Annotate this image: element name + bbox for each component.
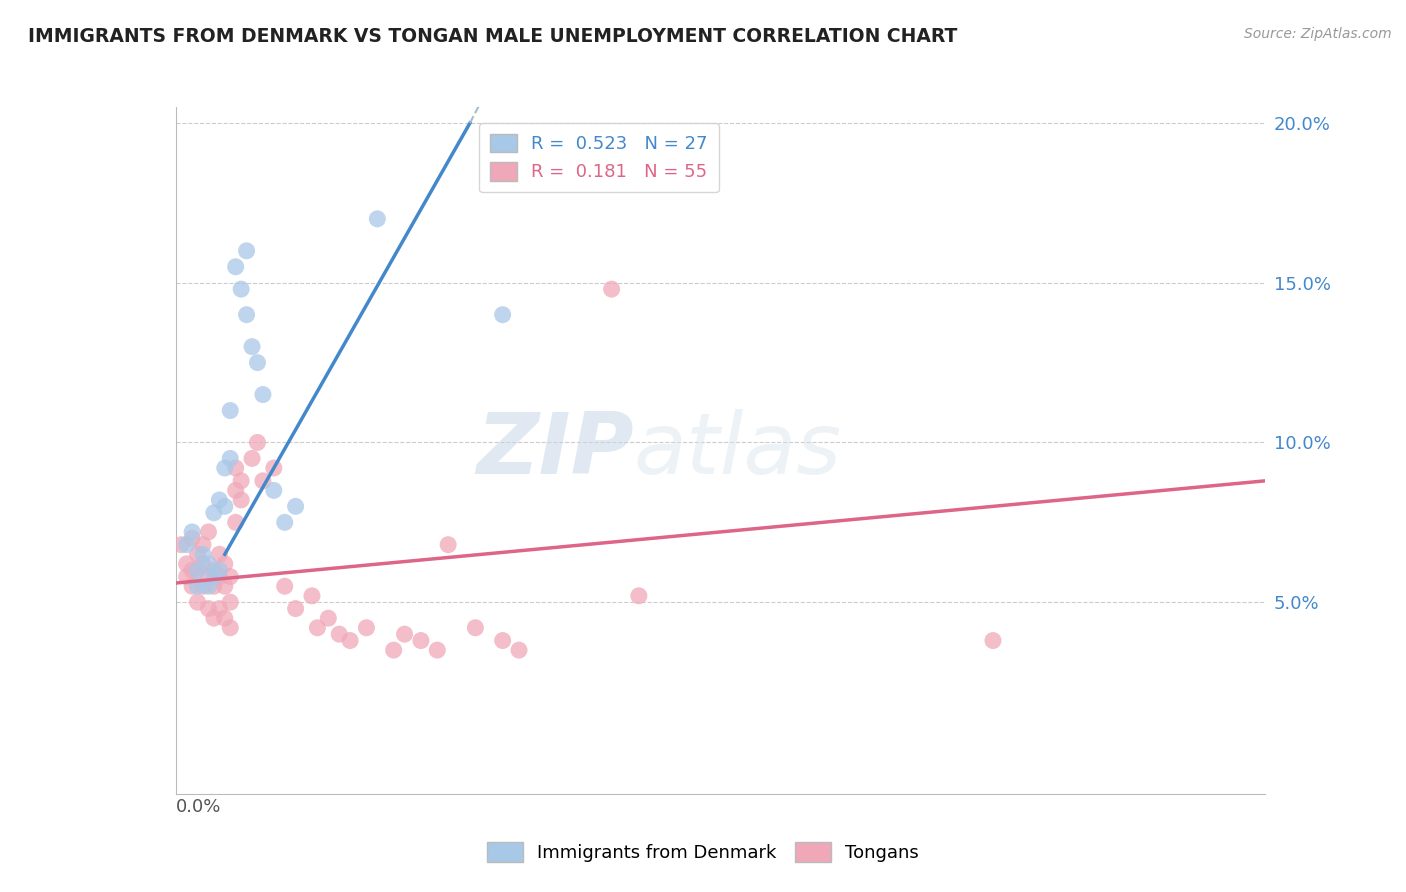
Point bbox=[284, 500, 307, 514]
Point bbox=[214, 579, 236, 593]
Point bbox=[202, 611, 225, 625]
Legend: Immigrants from Denmark, Tongans: Immigrants from Denmark, Tongans bbox=[479, 834, 927, 870]
Point bbox=[176, 538, 198, 552]
Point bbox=[219, 403, 242, 417]
Point bbox=[214, 557, 236, 571]
Point bbox=[191, 547, 214, 561]
Point bbox=[208, 601, 231, 615]
Point bbox=[219, 595, 242, 609]
Point bbox=[307, 621, 329, 635]
Point bbox=[202, 579, 225, 593]
Point bbox=[426, 643, 449, 657]
Point bbox=[208, 563, 231, 577]
Point bbox=[197, 579, 219, 593]
Point bbox=[235, 244, 257, 258]
Point bbox=[181, 524, 204, 539]
Point bbox=[235, 308, 257, 322]
Text: atlas: atlas bbox=[633, 409, 841, 492]
Point bbox=[191, 557, 214, 571]
Point bbox=[274, 516, 297, 530]
Point bbox=[231, 282, 253, 296]
Point bbox=[240, 340, 263, 354]
Point bbox=[464, 621, 486, 635]
Point bbox=[208, 569, 231, 583]
Point bbox=[202, 569, 225, 583]
Point bbox=[197, 569, 219, 583]
Point bbox=[263, 461, 285, 475]
Point bbox=[197, 557, 219, 571]
Text: ZIP: ZIP bbox=[475, 409, 633, 492]
Point bbox=[176, 569, 198, 583]
Point bbox=[214, 500, 236, 514]
Point bbox=[225, 461, 247, 475]
Point bbox=[219, 569, 242, 583]
Text: 0.0%: 0.0% bbox=[176, 797, 221, 816]
Text: IMMIGRANTS FROM DENMARK VS TONGAN MALE UNEMPLOYMENT CORRELATION CHART: IMMIGRANTS FROM DENMARK VS TONGAN MALE U… bbox=[28, 27, 957, 45]
Point bbox=[197, 524, 219, 539]
Point bbox=[246, 356, 269, 370]
Point bbox=[202, 563, 225, 577]
Point bbox=[394, 627, 416, 641]
Text: Source: ZipAtlas.com: Source: ZipAtlas.com bbox=[1244, 27, 1392, 41]
Point bbox=[176, 557, 198, 571]
Point bbox=[186, 563, 209, 577]
Point bbox=[197, 601, 219, 615]
Point bbox=[214, 461, 236, 475]
Point bbox=[252, 387, 274, 401]
Point bbox=[246, 435, 269, 450]
Point bbox=[508, 643, 530, 657]
Point bbox=[231, 493, 253, 508]
Point bbox=[437, 538, 460, 552]
Point bbox=[186, 563, 209, 577]
Point bbox=[328, 627, 350, 641]
Point bbox=[219, 621, 242, 635]
Point bbox=[252, 474, 274, 488]
Point bbox=[225, 260, 247, 274]
Point bbox=[191, 538, 214, 552]
Point bbox=[202, 506, 225, 520]
Point bbox=[186, 547, 209, 561]
Point bbox=[219, 451, 242, 466]
Point bbox=[339, 633, 361, 648]
Point bbox=[409, 633, 432, 648]
Point bbox=[301, 589, 323, 603]
Point bbox=[627, 589, 650, 603]
Point bbox=[191, 579, 214, 593]
Point bbox=[981, 633, 1004, 648]
Point bbox=[181, 563, 204, 577]
Legend: R =  0.523   N = 27, R =  0.181   N = 55: R = 0.523 N = 27, R = 0.181 N = 55 bbox=[479, 123, 718, 193]
Point bbox=[181, 579, 204, 593]
Point bbox=[208, 493, 231, 508]
Point bbox=[170, 538, 193, 552]
Point bbox=[186, 579, 209, 593]
Point bbox=[318, 611, 340, 625]
Point bbox=[214, 611, 236, 625]
Point bbox=[366, 211, 388, 226]
Point bbox=[263, 483, 285, 498]
Point bbox=[382, 643, 405, 657]
Point bbox=[492, 308, 515, 322]
Point bbox=[284, 601, 307, 615]
Point bbox=[181, 531, 204, 545]
Point bbox=[208, 547, 231, 561]
Point bbox=[600, 282, 623, 296]
Point bbox=[186, 595, 209, 609]
Point bbox=[225, 483, 247, 498]
Point bbox=[492, 633, 515, 648]
Point bbox=[274, 579, 297, 593]
Point bbox=[225, 516, 247, 530]
Point bbox=[356, 621, 378, 635]
Point bbox=[240, 451, 263, 466]
Point bbox=[231, 474, 253, 488]
